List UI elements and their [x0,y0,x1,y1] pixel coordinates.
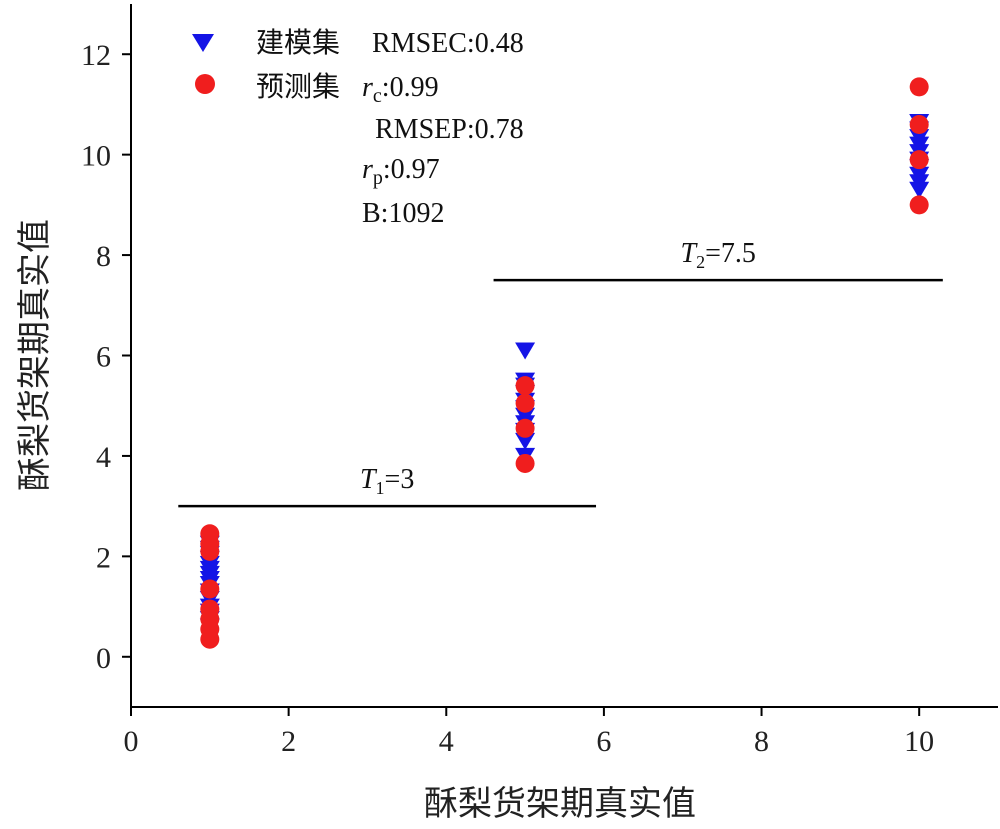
rmsec-label: RMSEC:0.48 [372,28,524,59]
y-tick-label: 4 [96,441,111,474]
y-tick-label: 0 [96,642,111,675]
y-tick-label: 6 [96,341,111,374]
b-label: B:1092 [362,198,444,229]
rc-label: rc:0.99 [362,72,439,107]
x-tick-label: 2 [281,725,296,758]
x-tick-label: 6 [596,725,611,758]
prediction-point [909,150,929,170]
legend-label-prediction: 预测集 [256,70,340,103]
prediction-point [200,599,220,619]
threshold-base: T [360,464,378,495]
y-tick-label: 10 [81,140,111,173]
prediction-point [909,115,929,135]
prediction-point [200,524,220,544]
rp-value: :0.97 [383,154,440,185]
series-calibration [199,114,930,636]
prediction-point [515,418,535,438]
rp-base: r [362,154,373,185]
x-tick-label: 4 [439,725,454,758]
axes [130,4,998,708]
y-axis-title: 酥梨货架期真实值 [15,219,55,491]
rc-sub: c [373,85,382,107]
x-tick-label: 10 [904,725,934,758]
legend-marker-prediction [195,74,215,94]
threshold-label: T1=3 [360,464,414,498]
x-axis-title: 酥梨货架期真实值 [424,784,696,824]
statistics-annotations: RMSEC:0.48 rc:0.99 RMSEP:0.78 rp:0.97 B:… [362,28,524,229]
prediction-point [515,453,535,473]
calibration-point [515,342,536,360]
y-tick-label: 8 [96,240,111,273]
prediction-point [909,195,929,215]
data-points [199,77,930,649]
y-tick-label: 2 [96,541,111,574]
x-ticks: 0 2 4 6 8 10 [124,707,934,758]
rc-value: :0.99 [382,72,439,103]
legend-marker-calibration [192,34,214,52]
rmsep-label: RMSEP:0.78 [375,114,524,145]
threshold-lines: T1=3T2=7.5 [178,238,943,508]
rp-label: rp:0.97 [362,154,440,189]
threshold-value: =7.5 [705,238,756,269]
x-tick-label: 8 [754,725,769,758]
threshold-sub: 2 [696,252,705,272]
threshold-base: T [681,238,699,269]
y-ticks: 0 2 4 6 8 10 12 [81,39,131,675]
x-tick-label: 0 [124,725,139,758]
prediction-point [200,579,220,599]
prediction-point [515,393,535,413]
rc-base: r [362,72,373,103]
prediction-point [909,77,929,97]
threshold-label: T2=7.5 [681,238,756,272]
calibration-point [515,432,536,450]
rp-sub: p [373,167,383,189]
prediction-point [515,376,535,396]
threshold-value: =3 [385,464,415,495]
legend-label-calibration: 建模集 [256,26,340,59]
y-tick-label: 12 [81,39,111,72]
series-prediction [200,77,929,649]
legend: 建模集 预测集 [192,26,340,103]
threshold-sub: 1 [376,478,385,498]
